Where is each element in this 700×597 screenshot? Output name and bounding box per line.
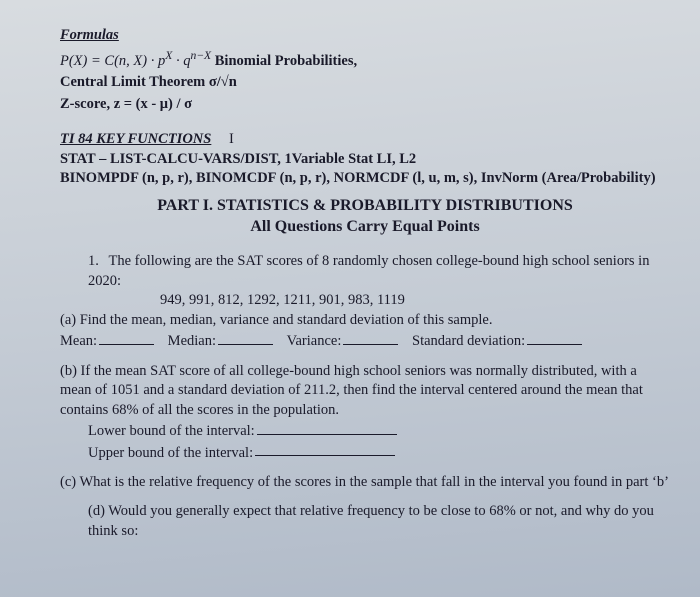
mean-label: Mean: xyxy=(60,333,97,349)
mean-blank[interactable] xyxy=(99,330,154,345)
binom-exp2: n−X xyxy=(190,49,211,62)
sd-blank[interactable] xyxy=(527,330,582,345)
binomial-formula-line: P(X) = C(n, X) · pX · qn−X Binomial Prob… xyxy=(60,48,670,71)
q1b-upper-label: Upper bound of the interval: xyxy=(88,444,253,460)
binom-label: Binomial Probabilities, xyxy=(211,52,357,68)
q1d-prompt: (d) Would you generally expect that rela… xyxy=(60,502,670,541)
ti84-line2: BINOMPDF (n, p, r), BINOMCDF (n, p, r), … xyxy=(60,169,670,189)
sd-label: Standard deviation: xyxy=(412,333,525,349)
gap xyxy=(60,116,670,130)
zscore-line: Z-score, z = (x - μ) / σ xyxy=(60,95,670,115)
ti84-line1: STAT – LIST-CALCU-VARS/DIST, 1Variable S… xyxy=(60,150,670,170)
q1-number: 1. xyxy=(88,253,99,269)
formulas-heading-text: Formulas xyxy=(60,27,119,43)
q1b-upper-row: Upper bound of the interval: xyxy=(60,442,670,463)
formulas-heading: Formulas xyxy=(60,26,670,46)
part-subtitle: All Questions Carry Equal Points xyxy=(60,216,670,238)
q1-intro: The following are the SAT scores of 8 ra… xyxy=(88,253,649,289)
lower-bound-blank[interactable] xyxy=(257,420,397,435)
clt-line: Central Limit Theorem σ/√n xyxy=(60,73,670,93)
ti84-heading-line: TI 84 KEY FUNCTIONS I xyxy=(60,130,670,150)
q1-data-line: 949, 991, 812, 1292, 1211, 901, 983, 111… xyxy=(60,291,670,311)
q1a-prompt: (a) Find the mean, median, variance and … xyxy=(60,311,670,331)
q1b-lower-label: Lower bound of the interval: xyxy=(88,423,255,439)
q1a-answers-row: Mean: Median: Variance: Standard deviati… xyxy=(60,330,670,351)
binom-mid: · q xyxy=(172,52,190,68)
part-title: PART I. STATISTICS & PROBABILITY DISTRIB… xyxy=(60,195,670,217)
q1c-prompt: (c) What is the relative frequency of th… xyxy=(60,473,670,493)
binom-lhs: P(X) = C(n, X) · p xyxy=(60,52,165,68)
median-blank[interactable] xyxy=(218,330,273,345)
variance-blank[interactable] xyxy=(343,330,398,345)
q1b-lower-row: Lower bound of the interval: xyxy=(60,420,670,441)
ti84-heading: TI 84 KEY FUNCTIONS xyxy=(60,131,211,147)
upper-bound-blank[interactable] xyxy=(255,442,395,457)
median-label: Median: xyxy=(168,333,216,349)
q1: 1. The following are the SAT scores of 8… xyxy=(60,252,670,291)
worksheet-page: Formulas P(X) = C(n, X) · pX · qn−X Bino… xyxy=(0,0,700,552)
variance-label: Variance: xyxy=(287,333,342,349)
q1b-prompt: (b) If the mean SAT score of all college… xyxy=(60,362,670,421)
text-cursor-icon: I xyxy=(229,131,234,147)
